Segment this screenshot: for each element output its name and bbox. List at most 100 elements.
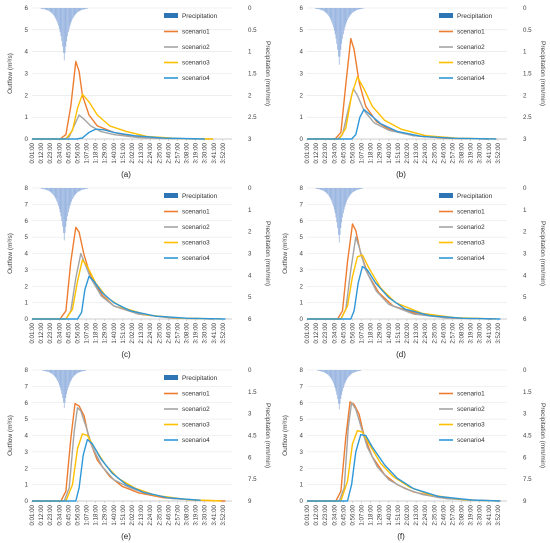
precipitation-bar — [66, 188, 68, 222]
x-tick-label: 3:19:00 — [468, 322, 475, 343]
y2-tick-label: 2.5 — [523, 114, 532, 121]
precipitation-bar — [84, 370, 86, 371]
precipitation-bar — [80, 8, 82, 11]
x-tick-label: 2:02:00 — [404, 142, 411, 163]
precipitation-bar — [41, 8, 43, 9]
precipitation-bar — [330, 370, 332, 379]
series-line-scenario4 — [32, 275, 226, 320]
y2-tick-label: 3 — [248, 251, 252, 258]
precipitation-bar — [344, 188, 346, 207]
x-tick-label: 2:46:00 — [440, 142, 447, 163]
y-tick-label: 8 — [300, 367, 304, 374]
x-tick-label: 0:56:00 — [74, 142, 81, 163]
y-axis-title: Outflow (m³/s) — [7, 415, 14, 456]
precipitation-bar — [53, 8, 54, 16]
precipitation-bar — [67, 8, 68, 37]
x-tick-label: 1:40:00 — [386, 142, 393, 163]
y2-tick-label: 9 — [523, 498, 527, 505]
precipitation-bar — [62, 8, 63, 47]
series-line-scenario2 — [307, 236, 493, 320]
y2-tick-label: 1.5 — [248, 389, 257, 396]
legend-label: scenario2 — [182, 44, 210, 51]
y2-tick-label: 0 — [248, 367, 252, 374]
precipitation-bar — [47, 8, 49, 11]
y2-tick-label: 3 — [248, 411, 252, 418]
precipitation-bar — [78, 188, 80, 192]
precipitation-bar — [338, 8, 339, 57]
precipitation-bar — [347, 188, 348, 200]
precipitation-bar — [341, 370, 343, 395]
precipitation-bar — [58, 188, 60, 209]
precipitation-bar — [328, 370, 330, 377]
precipitation-bar — [361, 188, 362, 189]
legend-label: scenario1 — [182, 209, 210, 216]
precipitation-bar — [68, 8, 70, 29]
y2-tick-label: 6 — [523, 454, 527, 461]
precipitation-bar — [318, 188, 319, 190]
x-tick-label: 3:19:00 — [193, 322, 200, 343]
y-tick-label: 8 — [25, 185, 29, 192]
precipitation-bar — [323, 8, 324, 12]
precipitation-bar — [326, 370, 328, 374]
precipitation-bar — [72, 370, 73, 379]
precipitation-bar — [79, 188, 81, 191]
precipitation-bar — [77, 370, 78, 374]
precipitation-bar — [61, 188, 63, 222]
precipitation-bar — [362, 188, 363, 189]
precipitation-bar — [359, 370, 361, 371]
x-tick-label: 1:29:00 — [102, 322, 109, 343]
precipitation-bar — [359, 188, 361, 190]
y-tick-label: 6 — [25, 400, 29, 407]
series-line-scenario2 — [32, 407, 205, 502]
y2-tick-label: 0.5 — [248, 27, 257, 34]
y-tick-label: 4 — [300, 433, 304, 440]
precipitation-bar — [42, 370, 44, 371]
precipitation-bar — [51, 8, 53, 14]
precipitation-bar — [49, 188, 50, 192]
x-tick-label: 2:02:00 — [404, 504, 411, 525]
precipitation-bar — [349, 8, 351, 16]
precipitation-bar — [321, 188, 323, 191]
y2-axis-title: Precipitation (mm/min) — [264, 403, 271, 468]
precipitation-bar — [318, 8, 319, 10]
legend-swatch — [439, 13, 453, 18]
precipitation-bar — [345, 370, 347, 382]
precipitation-bar — [328, 8, 329, 16]
legend-label: scenario1 — [182, 29, 210, 36]
x-tick-label: 2:35:00 — [431, 142, 438, 163]
precipitation-bar — [46, 8, 48, 11]
precipitation-bar — [63, 370, 65, 408]
precipitation-bar — [53, 188, 54, 196]
legend-label: scenario4 — [457, 75, 485, 82]
precipitation-bar — [40, 8, 42, 9]
precipitation-bar — [52, 370, 54, 375]
precipitation-bar — [59, 8, 61, 33]
y2-tick-label: 0 — [523, 367, 527, 374]
legend-label: scenario1 — [457, 391, 485, 398]
precipitation-bar — [58, 8, 60, 29]
precipitation-bar — [340, 8, 342, 50]
precipitation-bar — [329, 8, 331, 19]
y2-tick-label: 1 — [523, 49, 527, 56]
x-tick-label: 2:13:00 — [413, 322, 420, 343]
x-tick-label: 3:08:00 — [459, 504, 466, 525]
x-tick-label: 3:08:00 — [184, 142, 191, 163]
precipitation-bar — [353, 370, 355, 373]
precipitation-bar — [324, 370, 325, 373]
y-tick-label: 5 — [25, 27, 29, 34]
x-tick-label: 0:12:00 — [313, 504, 320, 525]
precipitation-bar — [320, 370, 322, 372]
x-tick-label: 3:41:00 — [211, 322, 218, 343]
panel-label: (c) — [121, 350, 131, 359]
precipitation-bar — [325, 8, 327, 13]
panel-label: (e) — [121, 532, 131, 541]
y-tick-label: 1 — [300, 114, 304, 121]
precipitation-bar — [76, 188, 77, 194]
precipitation-bar — [314, 8, 316, 9]
precipitation-bar — [339, 8, 341, 57]
precipitation-bar — [56, 188, 58, 202]
precipitation-bar — [82, 188, 84, 190]
x-tick-label: 1:07:00 — [359, 142, 366, 163]
precipitation-bar — [324, 188, 325, 192]
